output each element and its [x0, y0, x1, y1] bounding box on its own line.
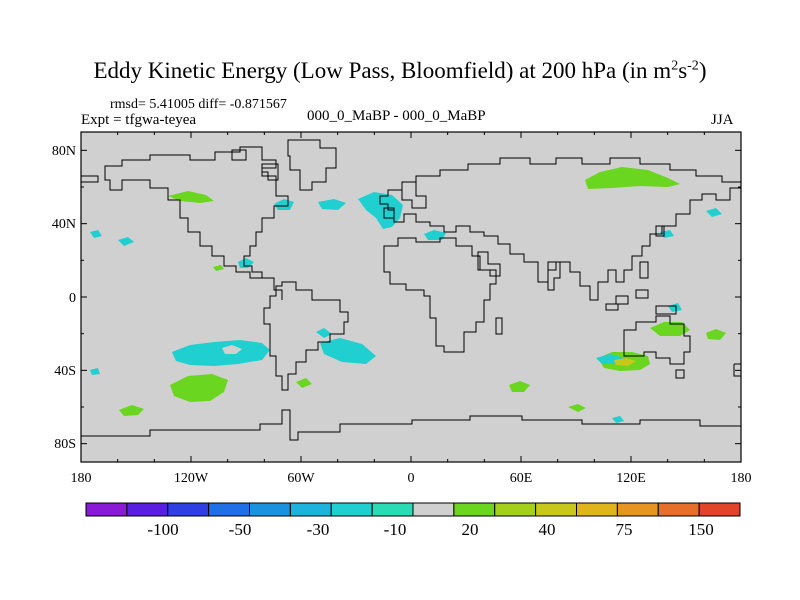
colorbar — [85, 502, 741, 517]
lat-label-80n: 80N — [52, 144, 76, 159]
comparison-label: 000_0_MaBP - 000_0_MaBP — [307, 108, 486, 124]
patch-south-pacific-positive-2 — [119, 405, 144, 416]
coast-indonesia-2 — [635, 289, 649, 299]
coast-greenland — [287, 139, 337, 191]
colorbar-swatch — [576, 502, 618, 517]
lon-label-60e: 60E — [510, 471, 533, 486]
coast-indonesia-3 — [605, 303, 619, 311]
lon-label-120w: 120W — [174, 471, 209, 486]
colorbar-swatch — [657, 502, 700, 517]
colorbar-swatch — [249, 502, 291, 517]
patch-australia-north-positive — [650, 322, 690, 336]
patch-coral-negative — [668, 303, 682, 312]
colorbar-swatch — [412, 502, 455, 517]
colorbar-label-minus50: -50 — [229, 520, 252, 539]
anomaly-patches — [90, 167, 726, 423]
patch-north-america-negative — [274, 199, 294, 210]
lat-label-40n: 40N — [52, 217, 76, 232]
colorbar-label-minus30: -30 — [307, 520, 330, 539]
colorbar-swatch — [289, 502, 332, 517]
patch-south-atlantic-negative — [320, 338, 376, 364]
patch-australia-yellow — [614, 358, 636, 366]
coast-british-isles — [383, 207, 395, 219]
colorbar-swatch — [126, 502, 169, 517]
colorbar-swatch — [616, 502, 659, 517]
coast-australia — [623, 315, 691, 365]
patch-mexico-positive — [213, 265, 224, 271]
colorbar-swatch — [535, 502, 577, 517]
coast-south-america — [263, 281, 349, 391]
axis-ticks — [80, 131, 742, 463]
patch-pacific-small-negative — [90, 230, 102, 238]
colorbar-swatch — [494, 502, 537, 517]
season-label: JJA — [711, 112, 734, 128]
coast-antarctica — [81, 409, 741, 441]
colorbar-swatch — [85, 502, 128, 517]
colorbar-label-40: 40 — [539, 520, 556, 539]
colorbar-label-75: 75 — [616, 520, 633, 539]
colorbar-label-150: 150 — [688, 520, 714, 539]
coast-new-guinea — [655, 305, 677, 315]
coast-central-america — [262, 277, 283, 300]
colorbar-swatch — [371, 502, 414, 517]
colorbar-swatch — [330, 502, 373, 517]
coastlines — [81, 139, 742, 441]
patch-atlantic-negative — [358, 192, 403, 229]
coast-tasmania — [675, 369, 685, 379]
lon-label-180e: 180 — [731, 471, 752, 486]
coast-arabia — [477, 251, 501, 277]
patch-south-pacific-inner — [222, 345, 242, 354]
coast-philippines — [639, 261, 649, 279]
coast-new-zealand — [733, 363, 741, 377]
coast-madagascar — [495, 317, 503, 335]
coast-alaska-west — [81, 175, 99, 183]
lat-label-80s: 80S — [54, 437, 76, 452]
patch-south-pacific-positive — [170, 374, 228, 402]
experiment-label: Expt = tfgwa-teyea — [81, 112, 197, 128]
colorbar-swatch — [167, 502, 210, 517]
colorbar-label-minus10: -10 — [384, 520, 407, 539]
rmsd-diff-stats: rmsd= 5.41005 diff= -0.871567 — [110, 97, 287, 112]
patch-south-pacific-small — [90, 368, 100, 375]
coast-scandinavia — [401, 181, 427, 209]
colorbar-swatch — [698, 502, 741, 517]
colorbar-labels: -100 -50 -30 -10 20 40 75 150 — [147, 520, 713, 539]
latitude-labels: 80N 40N 0 40S 80S — [52, 144, 76, 452]
map-background — [81, 132, 741, 462]
coast-africa — [383, 237, 497, 353]
colorbar-label-minus100: -100 — [147, 520, 178, 539]
lon-label-60w: 60W — [287, 471, 315, 486]
coast-india — [547, 261, 561, 291]
patch-tasman-positive — [706, 329, 726, 340]
patch-indian-positive — [568, 404, 586, 412]
colorbar-label-20: 20 — [462, 520, 479, 539]
colorbar-swatch — [453, 502, 496, 517]
coast-indonesia-1 — [615, 295, 629, 305]
colorbar-swatch — [208, 502, 250, 517]
patch-central-pacific-negative — [706, 208, 722, 217]
lat-label-0: 0 — [69, 291, 76, 306]
coast-north-america — [104, 146, 289, 279]
coast-arctic-islands — [231, 149, 247, 161]
lon-label-180w: 180 — [71, 471, 92, 486]
patch-south-pacific-negative — [172, 340, 270, 366]
patch-south-indian-positive — [509, 381, 530, 392]
lon-label-0: 0 — [408, 471, 415, 486]
coast-japan — [655, 225, 665, 237]
patch-pacific-small-negative-2 — [118, 237, 134, 246]
patch-drake-positive — [296, 378, 312, 388]
coast-eurasia — [379, 157, 742, 301]
patch-north-pacific-positive — [585, 167, 680, 189]
plot-title: Eddy Kinetic Energy (Low Pass, Bloomfiel… — [93, 58, 707, 83]
patch-brazil-negative — [316, 328, 332, 338]
patch-antarctic-negative — [612, 416, 624, 423]
coast-baffin — [261, 163, 279, 181]
patch-north-atlantic-negative — [318, 199, 346, 210]
lon-label-120e: 120E — [616, 471, 646, 486]
lat-label-40s: 40S — [54, 364, 76, 379]
longitude-labels: 180 120W 60W 0 60E 120E 180 — [71, 471, 752, 486]
